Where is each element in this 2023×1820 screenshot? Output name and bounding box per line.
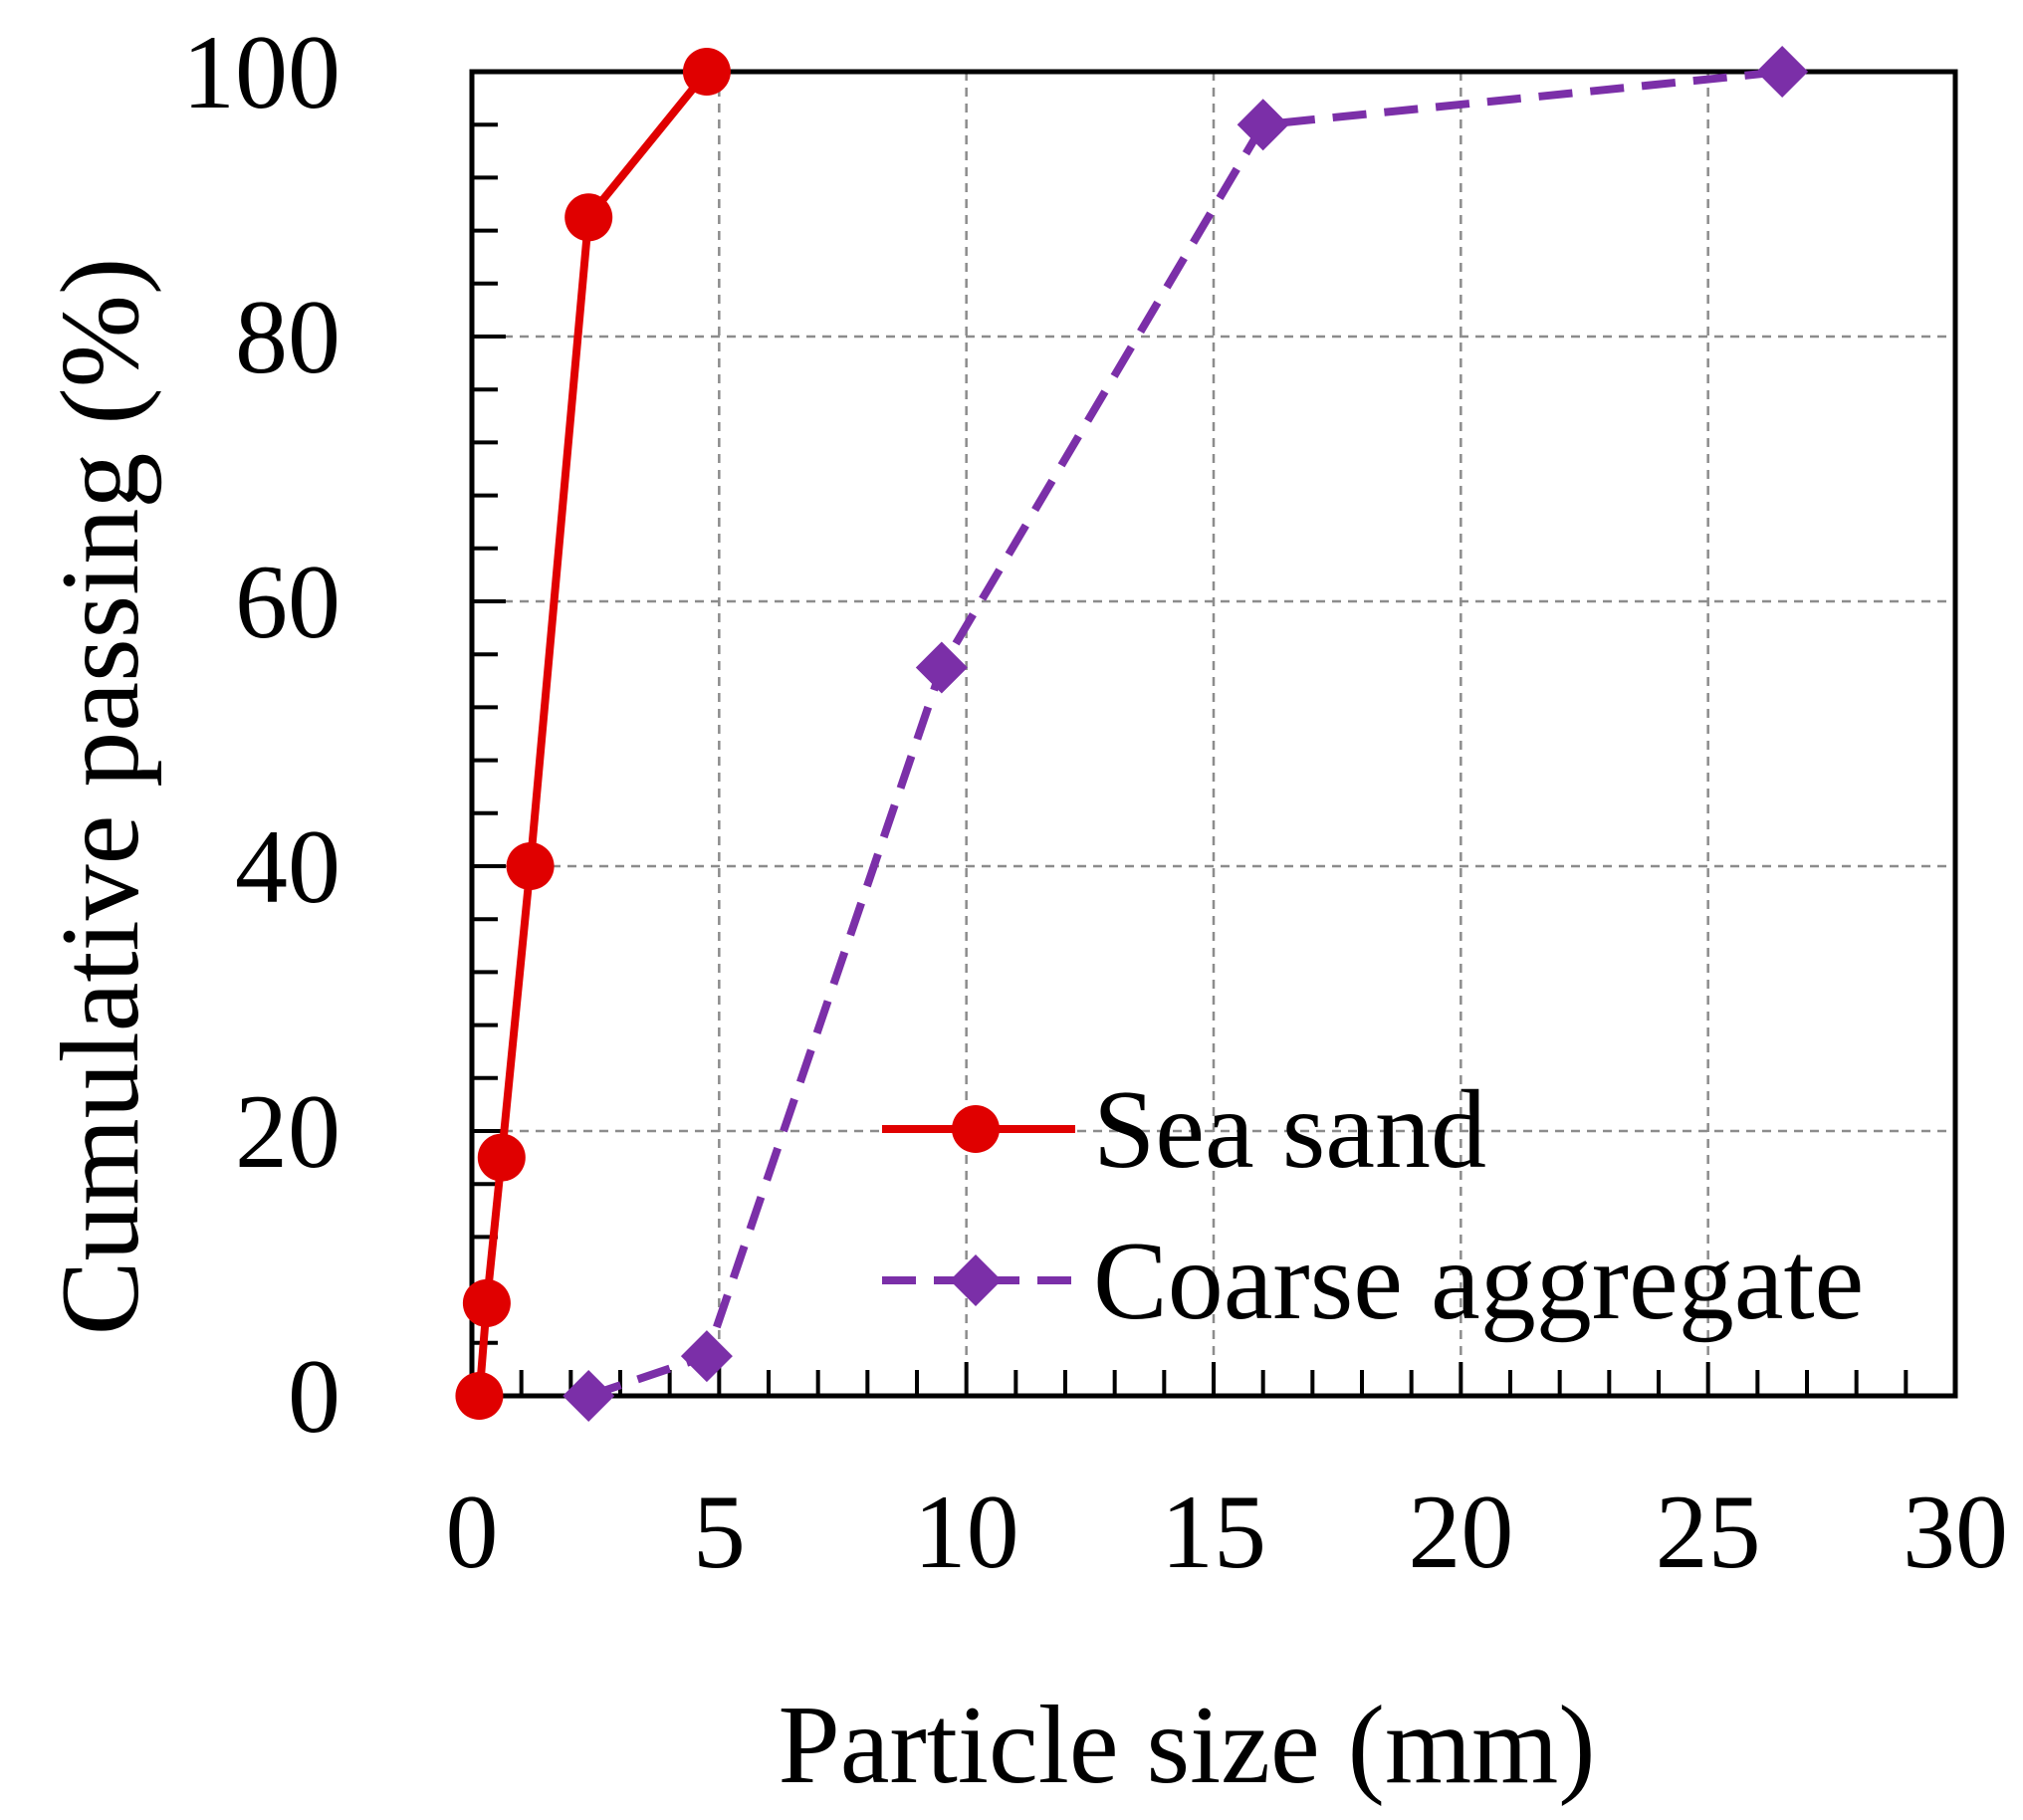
data-point-coarse-aggregate [915, 641, 968, 694]
data-point-coarse-aggregate [1756, 46, 1809, 98]
x-tick-label-20: 20 [1408, 1474, 1513, 1590]
grid-lines [472, 72, 1955, 1396]
axis-ticks [472, 122, 1909, 1396]
y-tick-label-60: 60 [235, 544, 340, 660]
x-tick-label-15: 15 [1161, 1474, 1266, 1590]
data-point-sea-sand [462, 1278, 511, 1327]
data-point-sea-sand [477, 1133, 526, 1182]
series-coarse-aggregate [562, 46, 1809, 1422]
data-point-sea-sand [455, 1372, 504, 1420]
legend-swatch-marker [950, 1254, 1002, 1306]
x-tick-labels: 0 5 10 15 20 25 30 [446, 1474, 2009, 1590]
y-tick-label-40: 40 [235, 808, 340, 925]
series-line-coarse-aggregate [586, 68, 1783, 1400]
legend-label: Sea sand [1093, 1068, 1486, 1192]
data-point-coarse-aggregate [680, 1330, 733, 1383]
legend-item-sea-sand: Sea sand [882, 1068, 1486, 1192]
plot-area-frame [469, 69, 1958, 1399]
legend: Sea sand Coarse aggregate [882, 1068, 1864, 1343]
y-tick-label-0: 0 [288, 1338, 340, 1455]
x-tick-label-25: 25 [1656, 1474, 1761, 1590]
legend-label: Coarse aggregate [1093, 1220, 1864, 1343]
y-axis-title: Cumulative passing (%) [39, 258, 162, 1335]
data-point-coarse-aggregate [1236, 99, 1289, 151]
x-tick-label-10: 10 [914, 1474, 1019, 1590]
data-point-sea-sand [564, 193, 613, 242]
data-point-sea-sand [682, 48, 731, 96]
y-tick-labels: 0 20 40 60 80 100 [182, 14, 340, 1455]
x-tick-label-5: 5 [693, 1474, 746, 1590]
x-tick-label-0: 0 [446, 1474, 499, 1590]
data-point-sea-sand [506, 842, 555, 890]
legend-item-coarse-aggregate: Coarse aggregate [882, 1220, 1864, 1343]
x-axis-title: Particle size (mm) [778, 1684, 1595, 1807]
y-tick-label-80: 80 [235, 279, 340, 395]
data-point-coarse-aggregate [562, 1370, 615, 1422]
legend-swatch-marker [952, 1105, 1000, 1153]
series-line-sea-sand [475, 69, 711, 1397]
x-tick-label-30: 30 [1903, 1474, 2008, 1590]
y-tick-label-20: 20 [235, 1073, 340, 1190]
series-sea-sand [455, 48, 731, 1420]
y-tick-label-100: 100 [182, 14, 340, 130]
data-series [455, 46, 1809, 1422]
